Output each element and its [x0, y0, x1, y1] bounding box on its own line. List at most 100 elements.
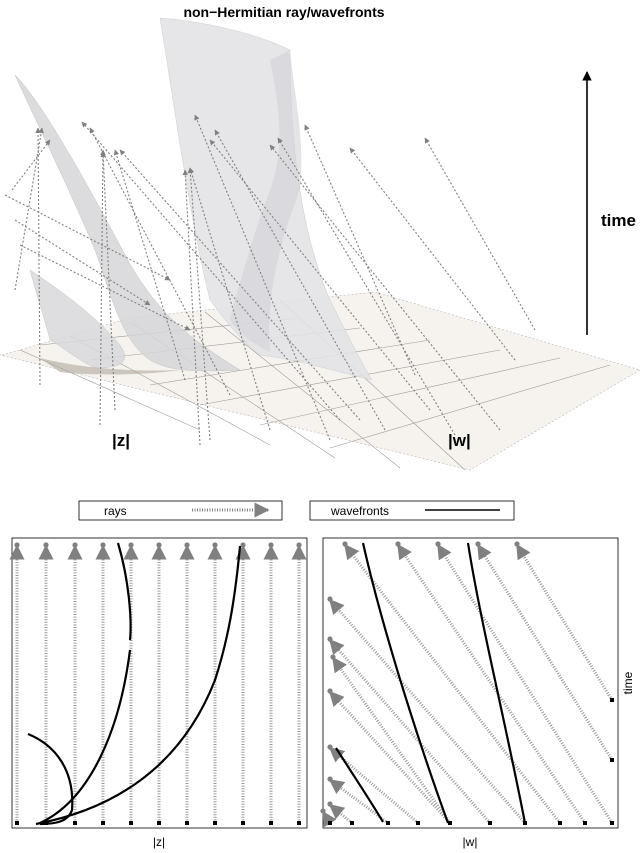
ray-origin-marker [448, 821, 452, 825]
z-xlabel: |z| [153, 835, 165, 849]
ray-3d [304, 124, 416, 376]
ray-slanted [328, 690, 452, 825]
ray-origin-marker [73, 821, 77, 825]
ray-end-dot [128, 542, 134, 548]
ray-end-dot [268, 542, 274, 548]
w-axis-label: |w| [448, 431, 471, 450]
grid-line [204, 311, 401, 469]
ray-3d [119, 149, 361, 421]
legend-wavefronts: wavefronts [309, 500, 515, 521]
wavefront-right-1 [361, 542, 450, 824]
ray-end-dot [184, 542, 190, 548]
ray-3d [187, 167, 211, 441]
surface-center-edge [230, 50, 302, 352]
surface-base-shadow [40, 358, 180, 375]
ray-end-dot [327, 744, 333, 750]
rays-right [320, 541, 614, 828]
wavefront-right-3 [335, 747, 384, 823]
w-xlabel: |w| [463, 835, 478, 849]
ray-end-dot [156, 542, 162, 548]
grid-line [329, 364, 611, 449]
ray-3d [14, 219, 151, 306]
time-ylabel: time [621, 671, 635, 694]
ray-origin-marker [488, 821, 492, 825]
grid-line [259, 357, 561, 426]
wavefronts-left [27, 542, 242, 826]
wavefront-left-2 [39, 649, 132, 824]
ray-end-dot [14, 542, 20, 548]
ray-origin-marker [610, 758, 614, 762]
ray-3d [277, 137, 456, 436]
ray-slanted [328, 803, 353, 825]
wavefronts-right [335, 542, 527, 824]
ray-3d [81, 121, 341, 421]
ray-3d [349, 147, 516, 361]
ray-3d [269, 144, 501, 431]
ray-origin-marker [328, 821, 332, 825]
ray-origin-marker [297, 821, 301, 825]
ray-end-dot [320, 808, 326, 814]
ray-origin-marker [185, 821, 189, 825]
ray-end-dot [72, 542, 78, 548]
ray-end-dot [327, 596, 333, 602]
time-axis-label: time [601, 211, 636, 230]
ray-end-dot [395, 541, 401, 547]
ray-slanted [515, 543, 614, 701]
ray-3d [182, 169, 201, 446]
ray-end-dot [327, 688, 333, 694]
ray-slanted [436, 543, 614, 824]
wavefront-left-3 [116, 542, 132, 641]
ray-origin-marker [241, 821, 245, 825]
ray-end-dot [327, 636, 333, 642]
ray-origin-marker [269, 821, 273, 825]
ray-origin-marker [101, 821, 105, 825]
rays-3d [4, 114, 536, 446]
ray-3d [424, 137, 536, 331]
ray-origin-marker [558, 821, 562, 825]
ray-end-dot [100, 542, 106, 548]
legend-rays-label: rays [104, 504, 127, 518]
ray-origin-marker [610, 821, 614, 825]
ray-3d [35, 127, 41, 386]
ray-origin-marker [610, 698, 614, 702]
ray-end-dot [327, 776, 333, 782]
legend-rays: rays [78, 500, 283, 521]
surface-left-tall [14, 74, 241, 372]
ray-3d [100, 151, 116, 411]
ray-origin-marker [15, 821, 19, 825]
ray-3d [188, 167, 271, 431]
ray-end-dot [475, 541, 481, 547]
ray-slanted [328, 778, 389, 825]
ray-3d [4, 194, 171, 281]
ray-origin-marker [129, 821, 133, 825]
ray-end-dot [435, 541, 441, 547]
figure-title: non−Hermitian ray/wavefronts [183, 4, 384, 20]
rays-left [9, 542, 307, 825]
wavefront-left-1 [27, 732, 74, 826]
ray-end-dot [212, 542, 218, 548]
ray-3d [214, 129, 386, 431]
legend-wavefronts-label: wavefronts [330, 504, 389, 518]
grid-line [199, 349, 501, 406]
z-axis-label: |z| [112, 431, 130, 450]
ray-3d [113, 149, 186, 381]
ray-origin-marker [583, 821, 587, 825]
ray-origin-marker [386, 821, 390, 825]
ray-end-dot [240, 542, 246, 548]
ray-origin-marker [157, 821, 161, 825]
ray-origin-marker [213, 821, 217, 825]
ray-3d [99, 149, 106, 426]
ray-slanted [321, 810, 337, 828]
ray-slanted [476, 543, 614, 761]
wavefront-left-4 [35, 545, 242, 826]
ray-origin-marker [416, 821, 420, 825]
ray-end-dot [514, 541, 520, 547]
ray-3d [194, 114, 331, 441]
ray-end-dot [296, 542, 302, 548]
ray-end-dot [43, 542, 49, 548]
ray-end-dot [342, 541, 348, 547]
ray-end-dot [327, 801, 333, 807]
ray-3d [11, 139, 51, 191]
ray-origin-marker [350, 821, 354, 825]
